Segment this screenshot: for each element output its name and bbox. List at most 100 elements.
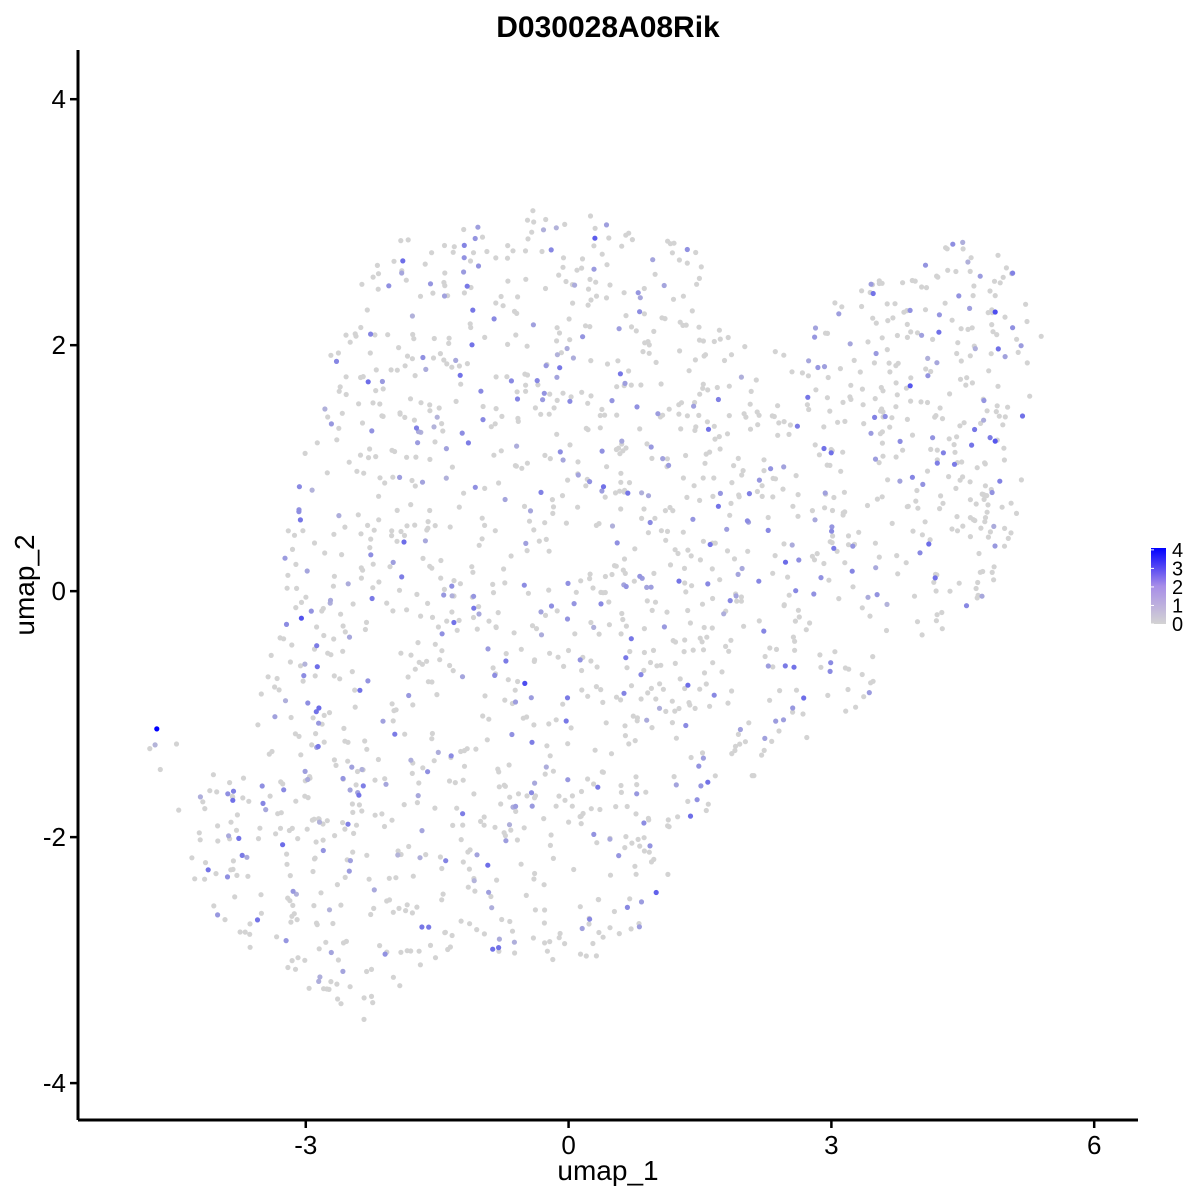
scatter-point [982,515,989,521]
scatter-point [761,457,767,463]
scatter-point [600,934,606,940]
scatter-point [643,789,649,795]
scatter-point [658,662,664,668]
scatter-point [394,538,400,544]
scatter-point [1024,360,1030,366]
scatter-point [490,665,496,671]
scatter-point [582,323,589,329]
scatter-point [406,843,412,850]
scatter-point [313,709,319,715]
scatter-point [697,391,703,397]
scatter-point [602,573,609,580]
scatter-point [555,654,561,660]
scatter-point [294,585,300,592]
scatter-point [370,585,376,591]
scatter-point [909,474,916,480]
scatter-point [664,609,670,615]
scatter-point [439,865,445,872]
scatter-point [343,938,349,945]
scatter-point [560,701,566,707]
scatter-point [607,872,614,878]
legend-label: 3 [1172,558,1183,580]
scatter-point [227,780,233,786]
scatter-point [681,565,688,572]
scatter-point [422,261,428,267]
scatter-point [419,479,426,485]
scatter-point [910,528,916,534]
scatter-point [553,803,559,809]
scatter-point [639,490,645,496]
scatter-point [447,524,453,530]
scatter-point [397,411,403,417]
scatter-point [746,720,752,726]
scatter-point [471,791,477,797]
scatter-point [759,752,765,758]
y-axis-title: umap_2 [9,534,40,635]
scatter-point [970,293,976,299]
scatter-point [524,343,530,349]
scatter-point [356,401,362,407]
scatter-point [811,591,817,597]
scatter-point [822,490,828,496]
scatter-point [628,683,635,689]
scatter-point [900,447,906,453]
scatter-point [254,917,261,923]
scatter-point [439,648,445,654]
scatter-point [514,396,521,402]
scatter-point [648,685,655,692]
scatter-point [867,613,873,619]
scatter-point [701,670,708,676]
scatter-point [547,939,553,945]
scatter-point [532,405,539,411]
scatter-point [711,475,717,481]
scatter-point [550,768,557,774]
scatter-point [662,508,669,514]
scatter-point [444,618,450,624]
scatter-point [432,955,439,961]
scatter-point [660,686,667,692]
scatter-point [578,813,584,819]
scatter-point [512,687,518,693]
scatter-point [908,398,914,404]
scatter-point [386,875,392,881]
scatter-point [669,250,676,256]
scatter-point [379,378,385,385]
scatter-point [985,310,991,316]
scatter-point [756,578,762,584]
scatter-point [400,258,406,264]
scatter-point [705,801,711,807]
scatter-point [533,626,540,632]
scatter-point [364,307,370,313]
scatter-point [429,736,435,742]
scatter-point [473,746,479,752]
scatter-point [665,823,671,829]
scatter-point [430,355,437,361]
scatter-point [349,669,355,675]
scatter-point [550,510,556,516]
scatter-point [509,928,516,934]
scatter-point [338,902,344,908]
scatter-point [293,605,299,611]
scatter-point [333,762,339,769]
scatter-point [557,930,563,937]
scatter-point [437,351,443,357]
scatter-point [773,646,780,653]
scatter-point [678,426,684,432]
scatter-point [964,375,970,381]
scatter-point [710,595,716,602]
scatter-point [628,636,634,642]
scatter-point [577,904,583,910]
scatter-point [984,408,990,414]
scatter-point [358,531,364,537]
scatter-point [529,739,535,745]
scatter-point [762,653,768,660]
scatter-point [609,523,616,529]
scatter-point [697,497,703,503]
scatter-point-high [907,383,913,389]
scatter-point [792,638,798,644]
scatter-point [541,390,547,396]
scatter-point [1005,535,1011,542]
scatter-point [633,774,639,780]
scatter-point [879,494,885,500]
scatter-point [382,776,388,782]
